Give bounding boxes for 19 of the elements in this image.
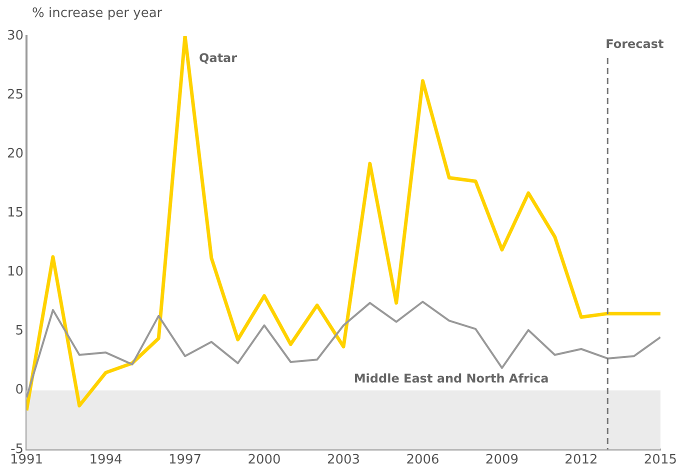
- series-label: Qatar: [199, 51, 238, 65]
- x-tick-label: 2003: [326, 452, 360, 468]
- y-tick-label: 10: [6, 264, 24, 280]
- y-tick-label: 15: [6, 206, 24, 221]
- y-tick-label: 5: [15, 324, 24, 339]
- y-tick-label: 20: [6, 146, 24, 162]
- y-tick-label: 30: [6, 28, 24, 44]
- x-tick-label: 1997: [168, 452, 202, 468]
- x-tick-label: 1994: [89, 452, 122, 468]
- x-tick-label: 2012: [564, 452, 598, 468]
- series-label: Middle East and North Africa: [354, 371, 549, 386]
- x-tick-label: 2006: [406, 452, 440, 468]
- y-tick-label: 25: [6, 87, 24, 102]
- x-tick-label: 2015: [644, 452, 678, 468]
- ref-line-label: Forecast: [606, 37, 664, 51]
- y-axis-title: % increase per year: [32, 6, 162, 21]
- x-tick-label: 2009: [485, 452, 519, 468]
- x-tick-label: 2000: [248, 452, 281, 468]
- y-tick-label: 0: [15, 382, 24, 398]
